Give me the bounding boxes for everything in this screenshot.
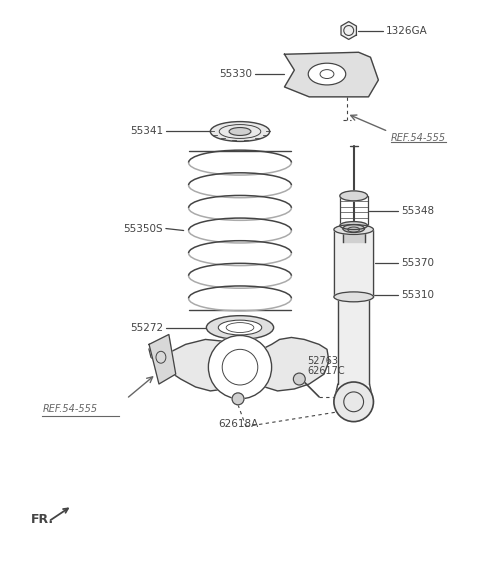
- Text: 55350S: 55350S: [123, 224, 163, 233]
- Circle shape: [334, 382, 373, 421]
- Polygon shape: [149, 337, 329, 391]
- Text: 55370: 55370: [401, 258, 434, 268]
- Text: 55272: 55272: [130, 323, 163, 333]
- Text: 55341: 55341: [130, 127, 163, 137]
- Text: 1326GA: 1326GA: [386, 25, 428, 36]
- Ellipse shape: [343, 224, 364, 232]
- Polygon shape: [341, 21, 357, 40]
- Ellipse shape: [340, 191, 368, 201]
- Ellipse shape: [340, 221, 368, 229]
- Text: REF.54-555: REF.54-555: [391, 133, 446, 144]
- Text: 55348: 55348: [401, 206, 434, 216]
- Text: FR.: FR.: [30, 513, 54, 526]
- Bar: [334, 229, 373, 297]
- Ellipse shape: [218, 320, 262, 335]
- Bar: [338, 242, 370, 384]
- Ellipse shape: [206, 316, 274, 340]
- Polygon shape: [285, 53, 378, 97]
- Text: 62618A: 62618A: [218, 419, 258, 429]
- Circle shape: [232, 393, 244, 405]
- Ellipse shape: [308, 63, 346, 85]
- Ellipse shape: [210, 121, 270, 141]
- Text: REF.54-555: REF.54-555: [42, 404, 97, 414]
- Text: 62617C: 62617C: [307, 366, 345, 376]
- Text: 55310: 55310: [401, 290, 434, 300]
- Text: 55330: 55330: [219, 69, 252, 79]
- Text: 52763: 52763: [307, 356, 338, 366]
- Circle shape: [208, 336, 272, 399]
- Circle shape: [293, 373, 305, 385]
- Ellipse shape: [229, 128, 251, 136]
- Ellipse shape: [334, 224, 373, 234]
- Bar: [343, 228, 364, 242]
- Polygon shape: [149, 334, 176, 384]
- Ellipse shape: [334, 292, 373, 302]
